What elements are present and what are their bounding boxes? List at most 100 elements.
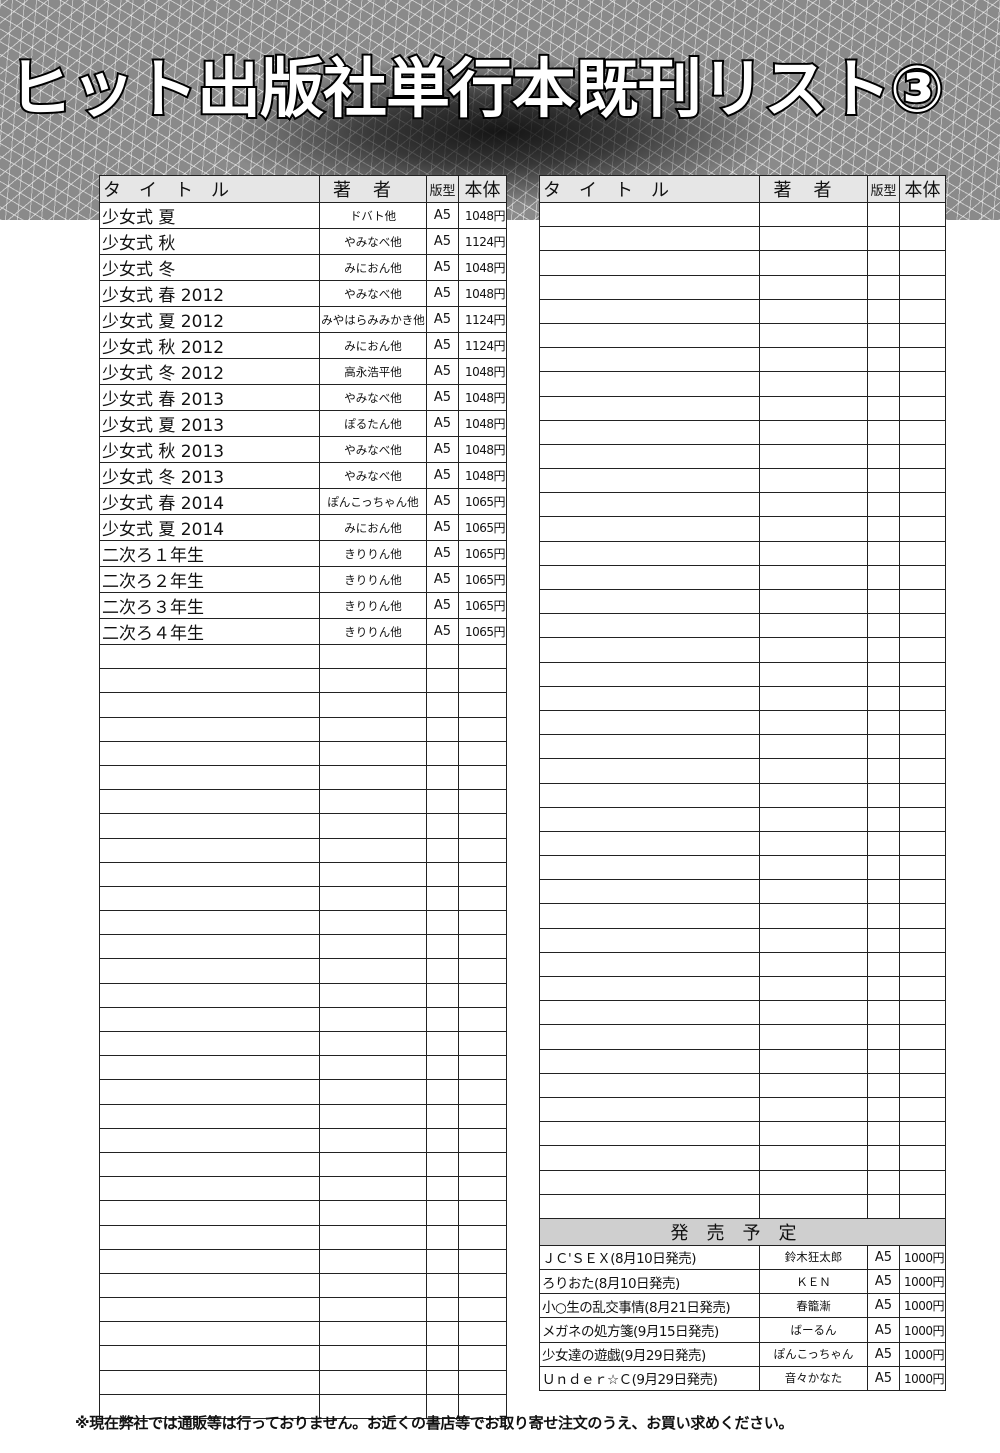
cell-author <box>759 226 868 252</box>
cell-format <box>867 322 900 349</box>
cell-author <box>319 1200 427 1226</box>
cell-format <box>867 1072 900 1098</box>
book-row: 少女式 冬 2013 やみなべ他 A5 1048円 <box>99 462 507 489</box>
cell-format <box>867 371 900 397</box>
cell-title <box>539 758 760 784</box>
cell-title <box>539 855 760 881</box>
cell-title <box>539 274 760 300</box>
book-row: 少女式 春 2014 ぽんこっちゃん他 A5 1065円 <box>99 488 507 515</box>
cell-format <box>426 1079 459 1105</box>
cell-price <box>899 830 946 857</box>
empty-row <box>539 1048 946 1074</box>
cell-title <box>539 1000 760 1026</box>
cell-format <box>426 1055 459 1081</box>
empty-row <box>99 1176 507 1202</box>
cell-price <box>899 492 946 518</box>
cell-title <box>539 588 760 615</box>
cell-title: 少女式 冬 <box>99 254 320 281</box>
cell-price <box>458 668 507 694</box>
cell-title: 少女式 冬 2013 <box>99 462 320 489</box>
cell-format <box>426 1393 459 1420</box>
cell-format <box>867 613 900 639</box>
empty-row <box>539 975 946 1002</box>
cell-author <box>759 1169 868 1195</box>
empty-row <box>99 837 507 863</box>
cell-format <box>426 643 459 670</box>
cell-title <box>99 958 320 984</box>
cell-format: A5 <box>426 618 459 645</box>
cell-author: ＫＥＮ <box>759 1269 868 1295</box>
cell-format <box>867 879 900 905</box>
cell-price <box>458 1006 507 1033</box>
cell-title <box>539 685 760 711</box>
cell-format <box>426 837 459 863</box>
cell-title <box>539 830 760 857</box>
cell-author <box>319 1272 427 1299</box>
cell-author <box>319 1103 427 1129</box>
cell-format <box>426 1200 459 1226</box>
cell-format <box>867 855 900 881</box>
cell-format <box>426 1297 459 1323</box>
cell-title: 二次ろ４年生 <box>99 618 320 645</box>
cell-price: 1065円 <box>458 514 507 541</box>
cell-author <box>759 443 868 470</box>
upcoming-heading: 発売予定 <box>539 1217 946 1246</box>
cell-price: 1000円 <box>899 1341 946 1367</box>
cell-title <box>99 1297 320 1323</box>
cell-author <box>759 1145 868 1171</box>
cell-title <box>539 661 760 687</box>
cell-price <box>899 951 946 978</box>
header-row: タイトル 著者 版型 本体 <box>99 175 507 203</box>
cell-title <box>539 927 760 953</box>
cell-title <box>539 395 760 421</box>
empty-row <box>99 716 507 742</box>
col-price: 本体 <box>899 175 946 203</box>
book-row: 少女式 秋やみなべ他 A5 1124円 <box>99 228 507 255</box>
cell-author <box>759 1193 868 1219</box>
empty-row <box>99 1151 507 1178</box>
cell-price: 1048円 <box>458 462 507 489</box>
cell-author <box>759 371 868 397</box>
cell-title <box>539 613 760 639</box>
cell-title: 二次ろ２年生 <box>99 566 320 593</box>
cell-title <box>539 806 760 832</box>
cell-author <box>319 789 427 815</box>
cell-format <box>867 1048 900 1074</box>
cell-title <box>539 637 760 663</box>
empty-row <box>539 1145 946 1171</box>
book-row: メガネの処方箋(9月15日発売) ばーるん A5 1000円 <box>539 1317 946 1343</box>
cell-author <box>759 782 868 808</box>
cell-price: 1065円 <box>458 540 507 567</box>
cell-author <box>759 564 868 591</box>
cell-title <box>539 347 760 373</box>
cell-price <box>458 1369 507 1395</box>
cell-title <box>539 1193 760 1219</box>
cell-author <box>759 975 868 1002</box>
empty-row <box>539 903 946 929</box>
cell-price <box>458 1224 507 1250</box>
cell-author <box>759 855 868 881</box>
cell-title: 少女式 冬 2012 <box>99 358 320 385</box>
cell-title <box>99 1248 320 1274</box>
cell-title <box>99 982 320 1008</box>
cell-price <box>899 1000 946 1026</box>
empty-row <box>99 740 507 766</box>
book-row: 少女式 冬みにおん他 A5 1048円 <box>99 254 507 281</box>
cell-price <box>899 1024 946 1050</box>
cell-title: メガネの処方箋(9月15日発売) <box>539 1317 760 1343</box>
cell-title <box>99 813 320 839</box>
cell-price <box>899 298 946 324</box>
empty-row <box>99 1103 507 1129</box>
cell-author <box>759 1048 868 1074</box>
empty-row <box>539 468 946 494</box>
cell-price <box>899 758 946 784</box>
cell-title <box>99 837 320 863</box>
book-row: 少女式 夏ドバト他 A5 1048円 <box>99 202 507 229</box>
cell-format: A5 <box>867 1293 900 1319</box>
cell-format <box>426 1224 459 1250</box>
cell-format <box>867 1169 900 1195</box>
empty-row <box>539 830 946 857</box>
cell-title <box>539 1169 760 1195</box>
cell-author: やみなべ他 <box>319 228 427 255</box>
book-row: Ｕｎｄｅｒ☆Ｃ(9月29日発売) 音々かなた A5 1000円 <box>539 1365 946 1392</box>
